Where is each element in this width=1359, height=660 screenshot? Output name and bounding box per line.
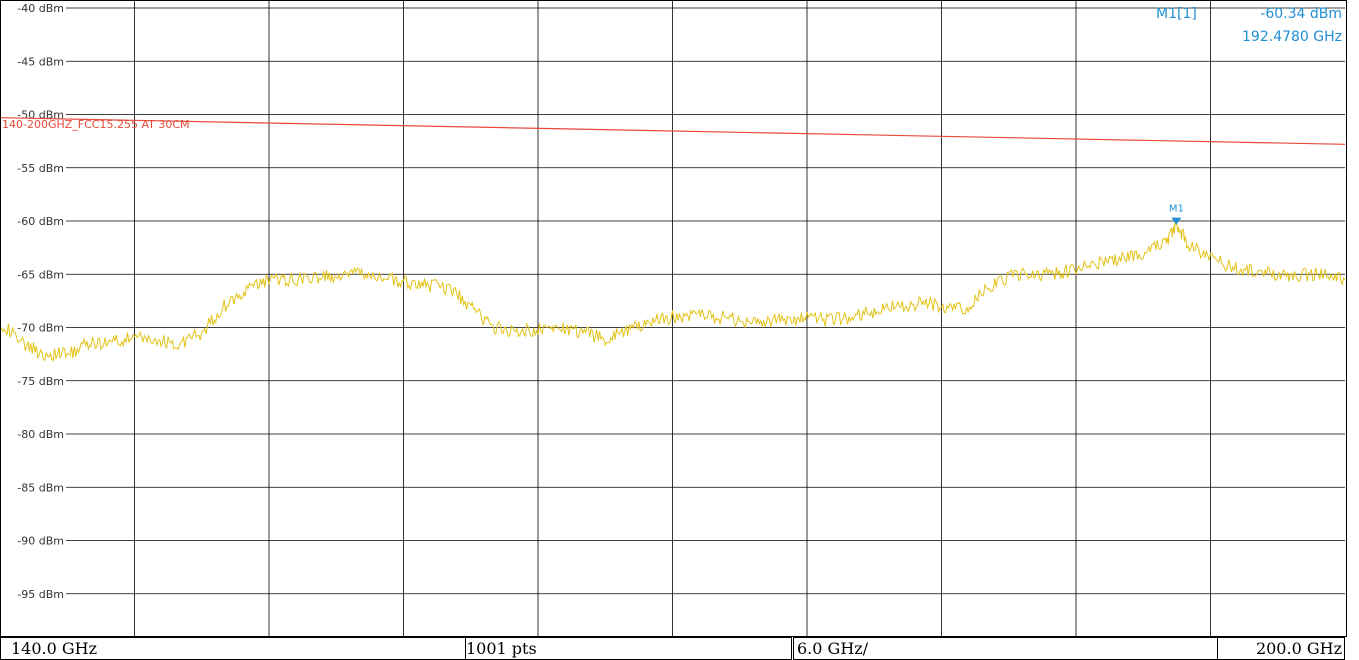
limit-line (0, 117, 1346, 145)
y-tick-label: -95 dBm (17, 588, 64, 601)
footer-span-per-division: 6.0 GHz/ (793, 637, 1218, 660)
marker-m1-triangle[interactable] (1171, 217, 1182, 225)
y-tick-label: -90 dBm (17, 535, 64, 548)
y-tick-label: -40 dBm (17, 2, 64, 15)
marker-m1-tag: M1 (1169, 204, 1184, 215)
marker-readout-name: M1[1] (1156, 6, 1197, 22)
spectrum-plot: -40 dBm-45 dBm-50 dBm-55 dBm-60 dBm-65 d… (0, 0, 1347, 637)
y-tick-label: -75 dBm (17, 375, 64, 388)
trace-line (0, 221, 1346, 362)
y-tick-label: -45 dBm (17, 55, 64, 68)
y-tick-label: -55 dBm (17, 162, 64, 175)
footer-bar: 140.0 GHz 1001 pts 6.0 GHz/ 200.0 GHz (0, 637, 1359, 660)
plot-frame (0, 0, 1347, 637)
grid (66, 0, 1345, 637)
footer-stop-frequency: 200.0 GHz (1217, 637, 1345, 660)
y-tick-label: -60 dBm (17, 215, 64, 228)
footer-start-frequency: 140.0 GHz (0, 637, 467, 660)
footer-points: 1001 pts (465, 637, 792, 660)
marker-readout-frequency: 192.4780 GHz (1242, 29, 1342, 45)
y-tick-label: -80 dBm (17, 428, 64, 441)
y-tick-label: -85 dBm (17, 481, 64, 494)
y-tick-label: -70 dBm (17, 322, 64, 335)
marker-readout-value: -60.34 dBm (1260, 6, 1342, 22)
y-tick-label: -65 dBm (17, 268, 64, 281)
limit-line-label: 140-200GHZ_FCC15.255 AT 30CM (2, 118, 190, 131)
